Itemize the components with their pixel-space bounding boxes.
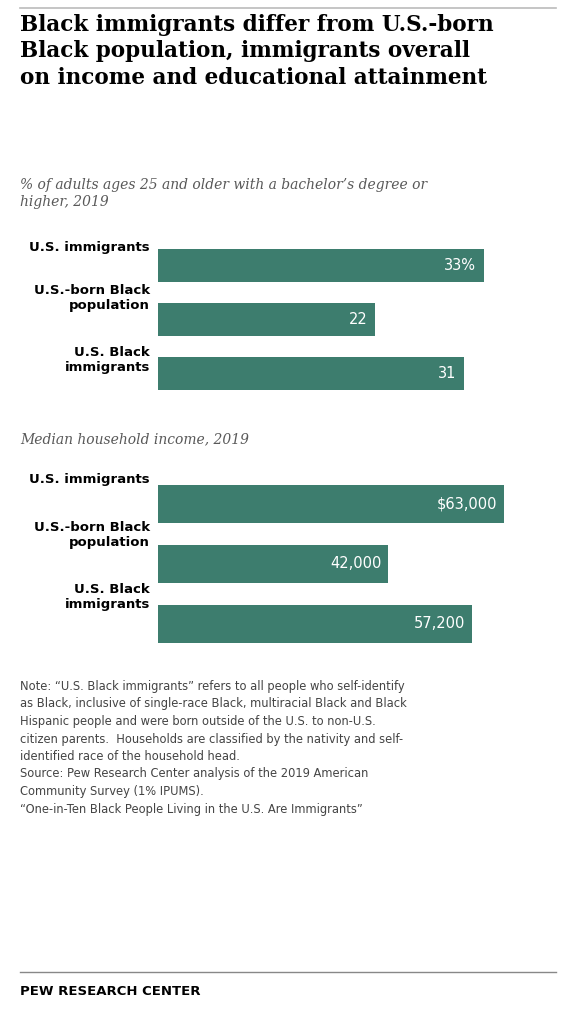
Text: 57,200: 57,200 <box>414 617 465 631</box>
Text: % of adults ages 25 and older with a bachelor’s degree or
higher, 2019: % of adults ages 25 and older with a bac… <box>20 178 427 210</box>
Bar <box>158 357 464 390</box>
Text: U.S.-born Black
population: U.S.-born Black population <box>34 284 150 312</box>
Text: 33%: 33% <box>444 258 476 273</box>
Text: U.S. Black
immigrants: U.S. Black immigrants <box>65 583 150 611</box>
Text: U.S.-born Black
population: U.S.-born Black population <box>34 522 150 548</box>
Bar <box>158 606 472 642</box>
Text: Median household income, 2019: Median household income, 2019 <box>20 432 249 446</box>
Text: U.S. immigrants: U.S. immigrants <box>29 241 150 255</box>
Text: PEW RESEARCH CENTER: PEW RESEARCH CENTER <box>20 985 200 998</box>
Text: 31: 31 <box>438 366 456 381</box>
Text: 22: 22 <box>348 312 367 327</box>
Text: Note: “U.S. Black immigrants” refers to all people who self-identify
as Black, i: Note: “U.S. Black immigrants” refers to … <box>20 680 407 815</box>
Bar <box>158 545 388 583</box>
Text: U.S. immigrants: U.S. immigrants <box>29 474 150 487</box>
Text: 42,000: 42,000 <box>331 557 382 572</box>
Bar <box>158 485 503 523</box>
Text: $63,000: $63,000 <box>437 496 497 512</box>
Text: U.S. Black
immigrants: U.S. Black immigrants <box>65 346 150 373</box>
Bar <box>158 303 375 337</box>
Text: Black immigrants differ from U.S.-born
Black population, immigrants overall
on i: Black immigrants differ from U.S.-born B… <box>20 14 494 89</box>
Bar <box>158 249 484 282</box>
